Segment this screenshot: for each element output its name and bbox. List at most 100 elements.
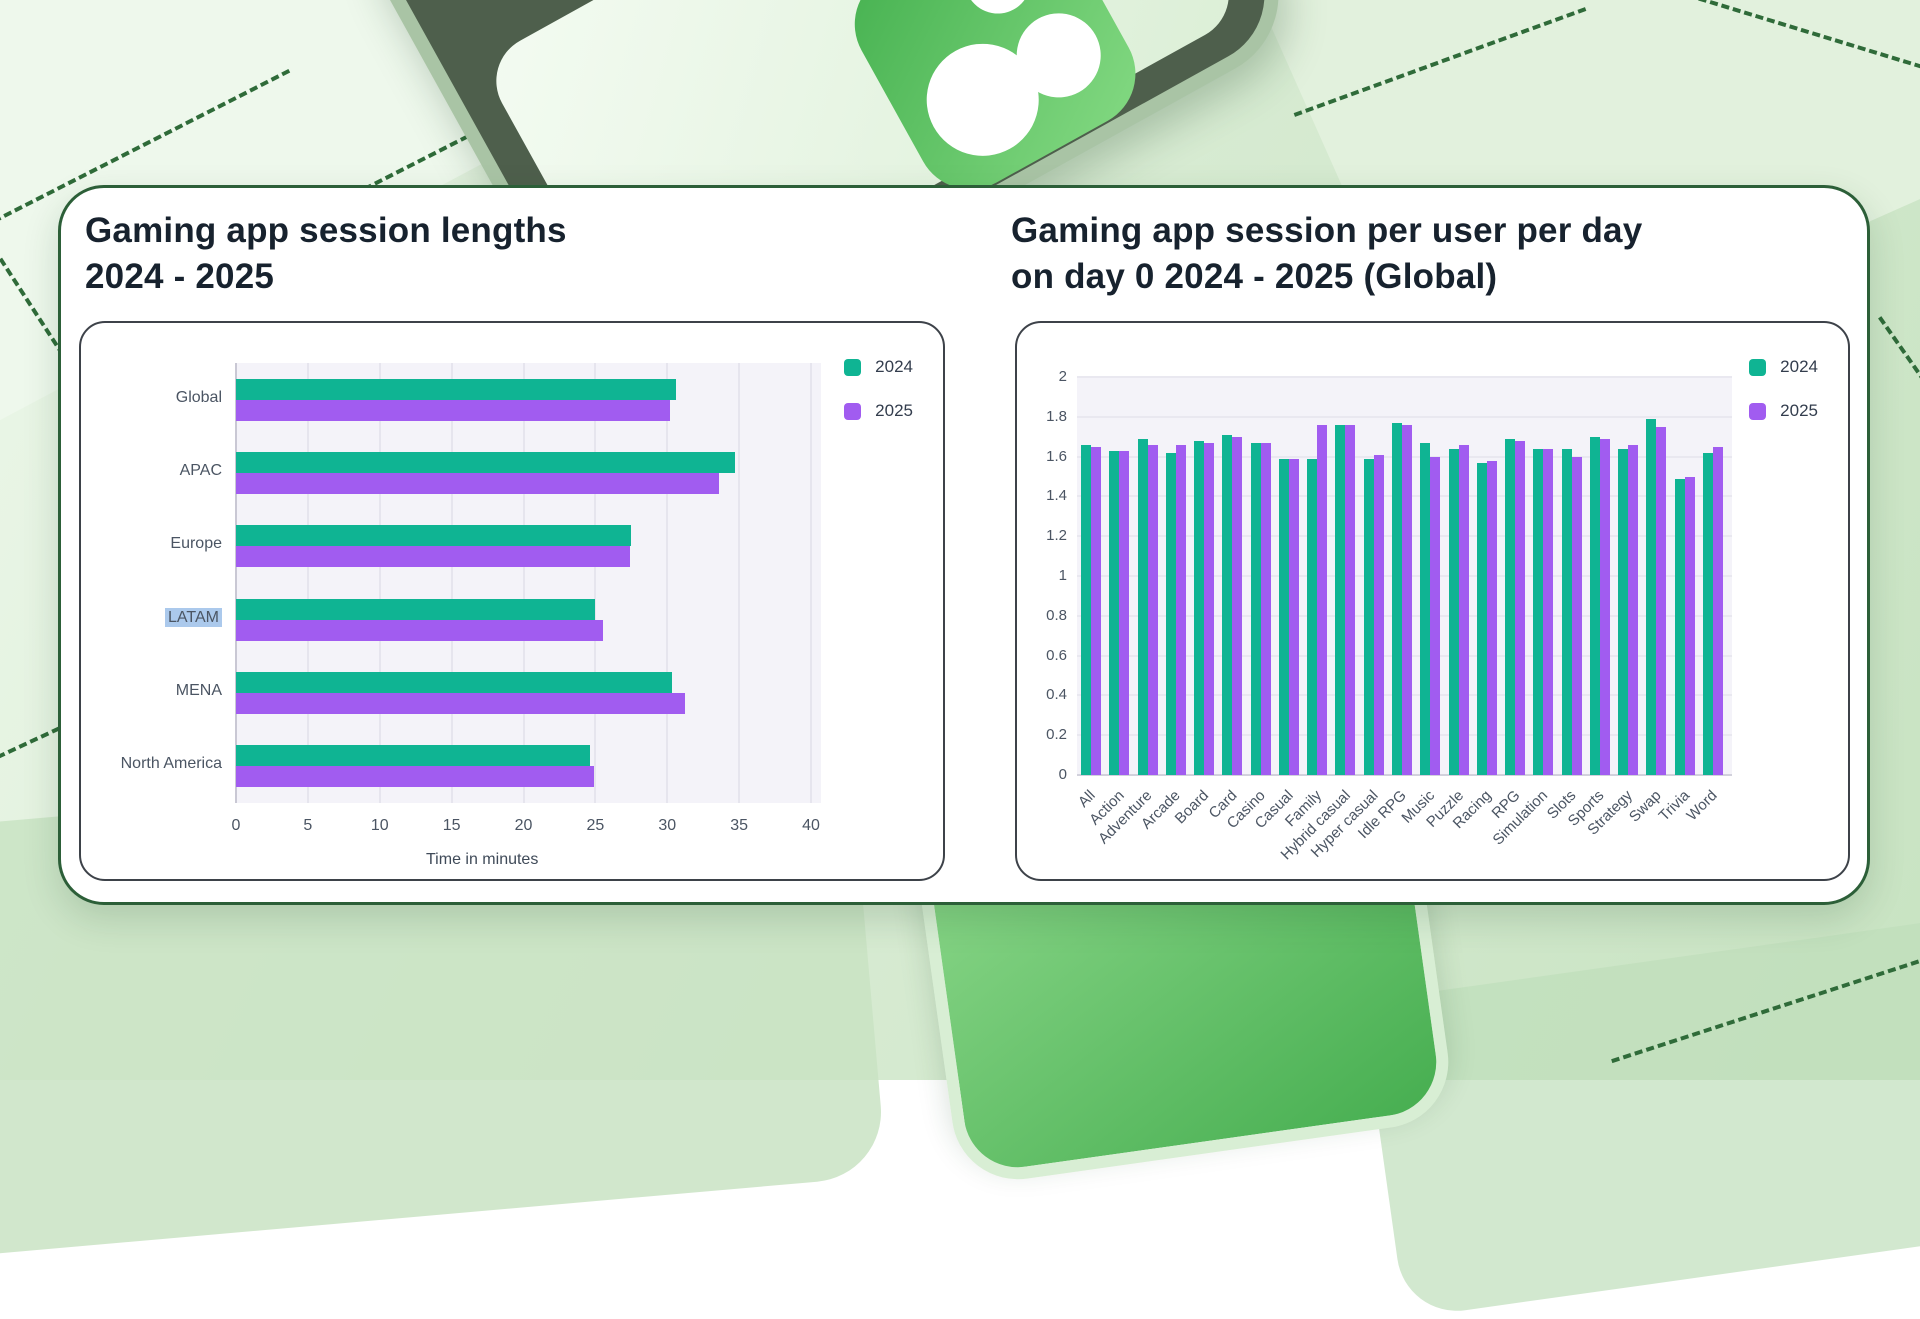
category-label: Swap bbox=[1626, 787, 1665, 826]
bar-2025-Hyper casual bbox=[1374, 455, 1384, 775]
bar-2024-APAC bbox=[236, 452, 735, 473]
left-chart-legend: 2024 2025 bbox=[844, 357, 913, 421]
bar-2024-Trivia bbox=[1675, 479, 1685, 776]
legend-swatch-2025-icon bbox=[844, 403, 861, 420]
bar-2025-Card bbox=[1232, 437, 1242, 775]
x-tick-label: 5 bbox=[288, 817, 328, 835]
right-chart-title-line1: Gaming app session per user per day bbox=[1011, 211, 1642, 250]
left-plot-y-axis bbox=[235, 363, 237, 803]
x-tick-label: 35 bbox=[719, 817, 759, 835]
bar-2024-Europe bbox=[236, 525, 631, 546]
bar-2025-Music bbox=[1430, 457, 1440, 775]
bar-2025-Sports bbox=[1600, 439, 1610, 775]
gridline bbox=[523, 363, 525, 803]
left-chart-title: Gaming app session lengths 2024 - 2025 bbox=[85, 208, 567, 299]
bar-2025-Global bbox=[236, 400, 670, 421]
decor-slab-bottom-right bbox=[1361, 901, 1920, 1318]
bar-2025-LATAM bbox=[236, 620, 603, 641]
legend-item-2025: 2025 bbox=[844, 401, 913, 421]
bar-2024-Hybrid casual bbox=[1335, 425, 1345, 775]
bar-2024-Casual bbox=[1279, 459, 1289, 775]
y-tick-label: 0 bbox=[1025, 766, 1067, 783]
bar-2024-Casino bbox=[1251, 443, 1261, 775]
legend-swatch-2024-icon bbox=[1749, 359, 1766, 376]
bar-2024-Card bbox=[1222, 435, 1232, 775]
x-tick-label: 10 bbox=[360, 817, 400, 835]
bar-2025-Family bbox=[1317, 425, 1327, 775]
category-label-text: LATAM bbox=[165, 608, 222, 627]
bar-2024-Adventure bbox=[1138, 439, 1148, 775]
bar-2025-Casino bbox=[1261, 443, 1271, 775]
y-tick-label: 1.8 bbox=[1025, 408, 1067, 425]
category-label: North America bbox=[81, 755, 222, 773]
bar-2024-Board bbox=[1194, 441, 1204, 775]
bar-2025-Trivia bbox=[1685, 477, 1695, 776]
bar-2024-Family bbox=[1307, 459, 1317, 775]
y-tick-label: 0.8 bbox=[1025, 607, 1067, 624]
category-label: Word bbox=[1684, 787, 1721, 824]
bar-2024-North America bbox=[236, 745, 590, 766]
bar-2025-North America bbox=[236, 766, 594, 787]
bar-2024-Simulation bbox=[1533, 449, 1543, 775]
bar-2025-Idle RPG bbox=[1402, 425, 1412, 775]
bar-2025-Slots bbox=[1572, 457, 1582, 775]
decor-dashed-line bbox=[1878, 316, 1920, 548]
y-tick-label: 1.2 bbox=[1025, 527, 1067, 544]
x-tick-label: 40 bbox=[791, 817, 831, 835]
gridline bbox=[1077, 376, 1732, 378]
x-tick-label: 30 bbox=[647, 817, 687, 835]
gridline bbox=[810, 363, 812, 803]
bar-2025-Europe bbox=[236, 546, 630, 567]
bar-2024-All bbox=[1081, 445, 1091, 775]
category-label: Europe bbox=[81, 535, 222, 553]
bar-2025-Word bbox=[1713, 447, 1723, 775]
y-tick-label: 1.4 bbox=[1025, 487, 1067, 504]
gridline bbox=[451, 363, 453, 803]
bar-2024-Sports bbox=[1590, 437, 1600, 775]
right-chart-legend: 2024 2025 bbox=[1749, 357, 1818, 421]
bar-2025-Puzzle bbox=[1459, 445, 1469, 775]
category-label: LATAM bbox=[81, 609, 222, 627]
bar-2024-Strategy bbox=[1618, 449, 1628, 775]
bar-2025-APAC bbox=[236, 473, 719, 494]
y-tick-label: 0.2 bbox=[1025, 726, 1067, 743]
legend-swatch-2024-icon bbox=[844, 359, 861, 376]
x-tick-label: 25 bbox=[575, 817, 615, 835]
right-chart-title: Gaming app session per user per day on d… bbox=[1011, 208, 1642, 299]
bar-2024-Slots bbox=[1562, 449, 1572, 775]
y-tick-label: 1.6 bbox=[1025, 448, 1067, 465]
bar-2025-Action bbox=[1119, 451, 1129, 775]
category-label-text: APAC bbox=[180, 462, 222, 479]
left-plot bbox=[236, 363, 821, 803]
category-label: MENA bbox=[81, 682, 222, 700]
gridline bbox=[594, 363, 596, 803]
left-chart-title-line1: Gaming app session lengths bbox=[85, 211, 567, 250]
left-x-axis-title: Time in minutes bbox=[426, 851, 538, 869]
legend-label-2025: 2025 bbox=[875, 401, 913, 421]
y-tick-label: 1 bbox=[1025, 567, 1067, 584]
bar-2024-Word bbox=[1703, 453, 1713, 775]
bar-2024-MENA bbox=[236, 672, 672, 693]
bar-2025-Racing bbox=[1487, 461, 1497, 775]
bar-2025-All bbox=[1091, 447, 1101, 775]
right-plot bbox=[1077, 377, 1732, 775]
game-app-icon bbox=[835, 0, 1154, 209]
category-label-text: Europe bbox=[170, 535, 222, 552]
bar-2025-Simulation bbox=[1543, 449, 1553, 775]
x-tick-label: 20 bbox=[504, 817, 544, 835]
legend-label-2024: 2024 bbox=[1780, 357, 1818, 377]
bar-2025-Swap bbox=[1656, 427, 1666, 775]
bar-2024-RPG bbox=[1505, 439, 1515, 775]
category-label-text: North America bbox=[121, 755, 222, 772]
report-card: Gaming app session lengths 2024 - 2025 G… bbox=[58, 185, 1870, 905]
bar-2024-Music bbox=[1420, 443, 1430, 775]
bar-2024-Swap bbox=[1646, 419, 1656, 775]
bar-2025-Board bbox=[1204, 443, 1214, 775]
bar-2024-LATAM bbox=[236, 599, 595, 620]
bar-2024-Hyper casual bbox=[1364, 459, 1374, 775]
x-tick-label: 15 bbox=[432, 817, 472, 835]
gridline bbox=[738, 363, 740, 803]
legend-item-2024: 2024 bbox=[1749, 357, 1818, 377]
